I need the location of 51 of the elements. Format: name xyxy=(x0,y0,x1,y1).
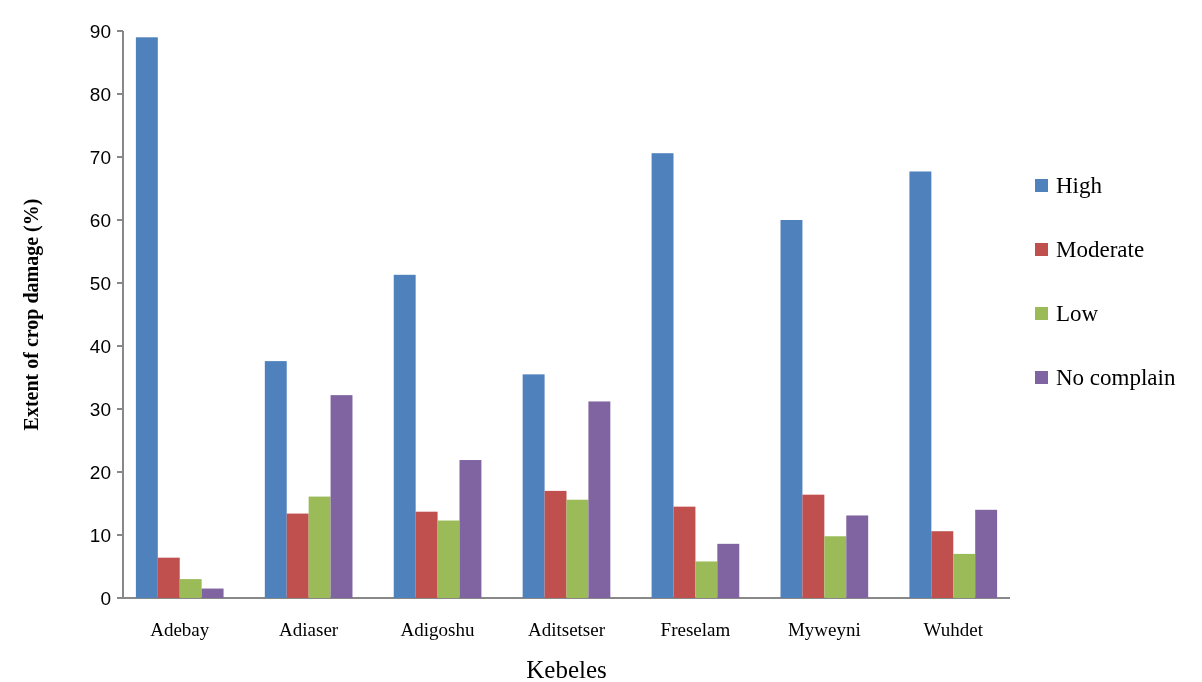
x-tick-label: Adebay xyxy=(150,619,210,640)
bar xyxy=(415,511,438,598)
bar xyxy=(695,561,718,598)
bar xyxy=(824,536,847,598)
bar xyxy=(780,220,803,598)
bar xyxy=(975,509,998,598)
legend-label: Moderate xyxy=(1056,237,1145,263)
y-tick-label: 50 xyxy=(89,272,111,294)
x-tick-label: Adigoshu xyxy=(400,619,476,640)
legend-label: High xyxy=(1056,173,1103,199)
bar xyxy=(522,374,545,598)
bar xyxy=(393,274,416,598)
bar xyxy=(673,506,696,598)
x-tick-label: Myweyni xyxy=(787,619,861,640)
bar xyxy=(135,37,158,598)
bar xyxy=(330,395,353,598)
bar xyxy=(588,401,611,598)
legend-label: No complain xyxy=(1056,365,1176,391)
y-tick-label: 60 xyxy=(89,209,111,231)
bar xyxy=(953,553,976,598)
bar xyxy=(931,531,954,598)
bar xyxy=(157,557,180,598)
x-tick-label: Aditsetser xyxy=(527,619,606,640)
bar xyxy=(437,520,460,598)
y-tick-label: 0 xyxy=(100,587,111,609)
bar xyxy=(802,494,825,598)
bar xyxy=(544,490,567,598)
y-tick-label: 20 xyxy=(89,461,111,483)
x-tick-label: Wuhdet xyxy=(923,619,984,640)
bar xyxy=(179,579,202,598)
bar xyxy=(264,361,287,598)
y-tick-label: 40 xyxy=(89,335,111,357)
bar xyxy=(308,496,331,598)
bar xyxy=(286,513,309,598)
y-tick-label: 70 xyxy=(89,146,111,168)
legend-label: Low xyxy=(1056,301,1099,327)
bar xyxy=(846,515,869,598)
bar xyxy=(566,499,589,598)
y-tick-label: 80 xyxy=(89,83,111,105)
y-tick-label: 90 xyxy=(89,20,111,42)
x-axis-title: Kebeles xyxy=(526,656,607,682)
y-tick-label: 30 xyxy=(89,398,111,420)
x-tick-label: Adiaser xyxy=(279,619,339,640)
bar xyxy=(909,171,932,598)
x-tick-label: Freselam xyxy=(660,619,731,640)
bar xyxy=(717,543,740,598)
y-axis-title: Extent of crop damage (%) xyxy=(20,198,43,431)
bar xyxy=(651,153,674,598)
bar xyxy=(201,588,224,598)
bar xyxy=(459,460,482,598)
y-tick-label: 10 xyxy=(89,524,111,546)
